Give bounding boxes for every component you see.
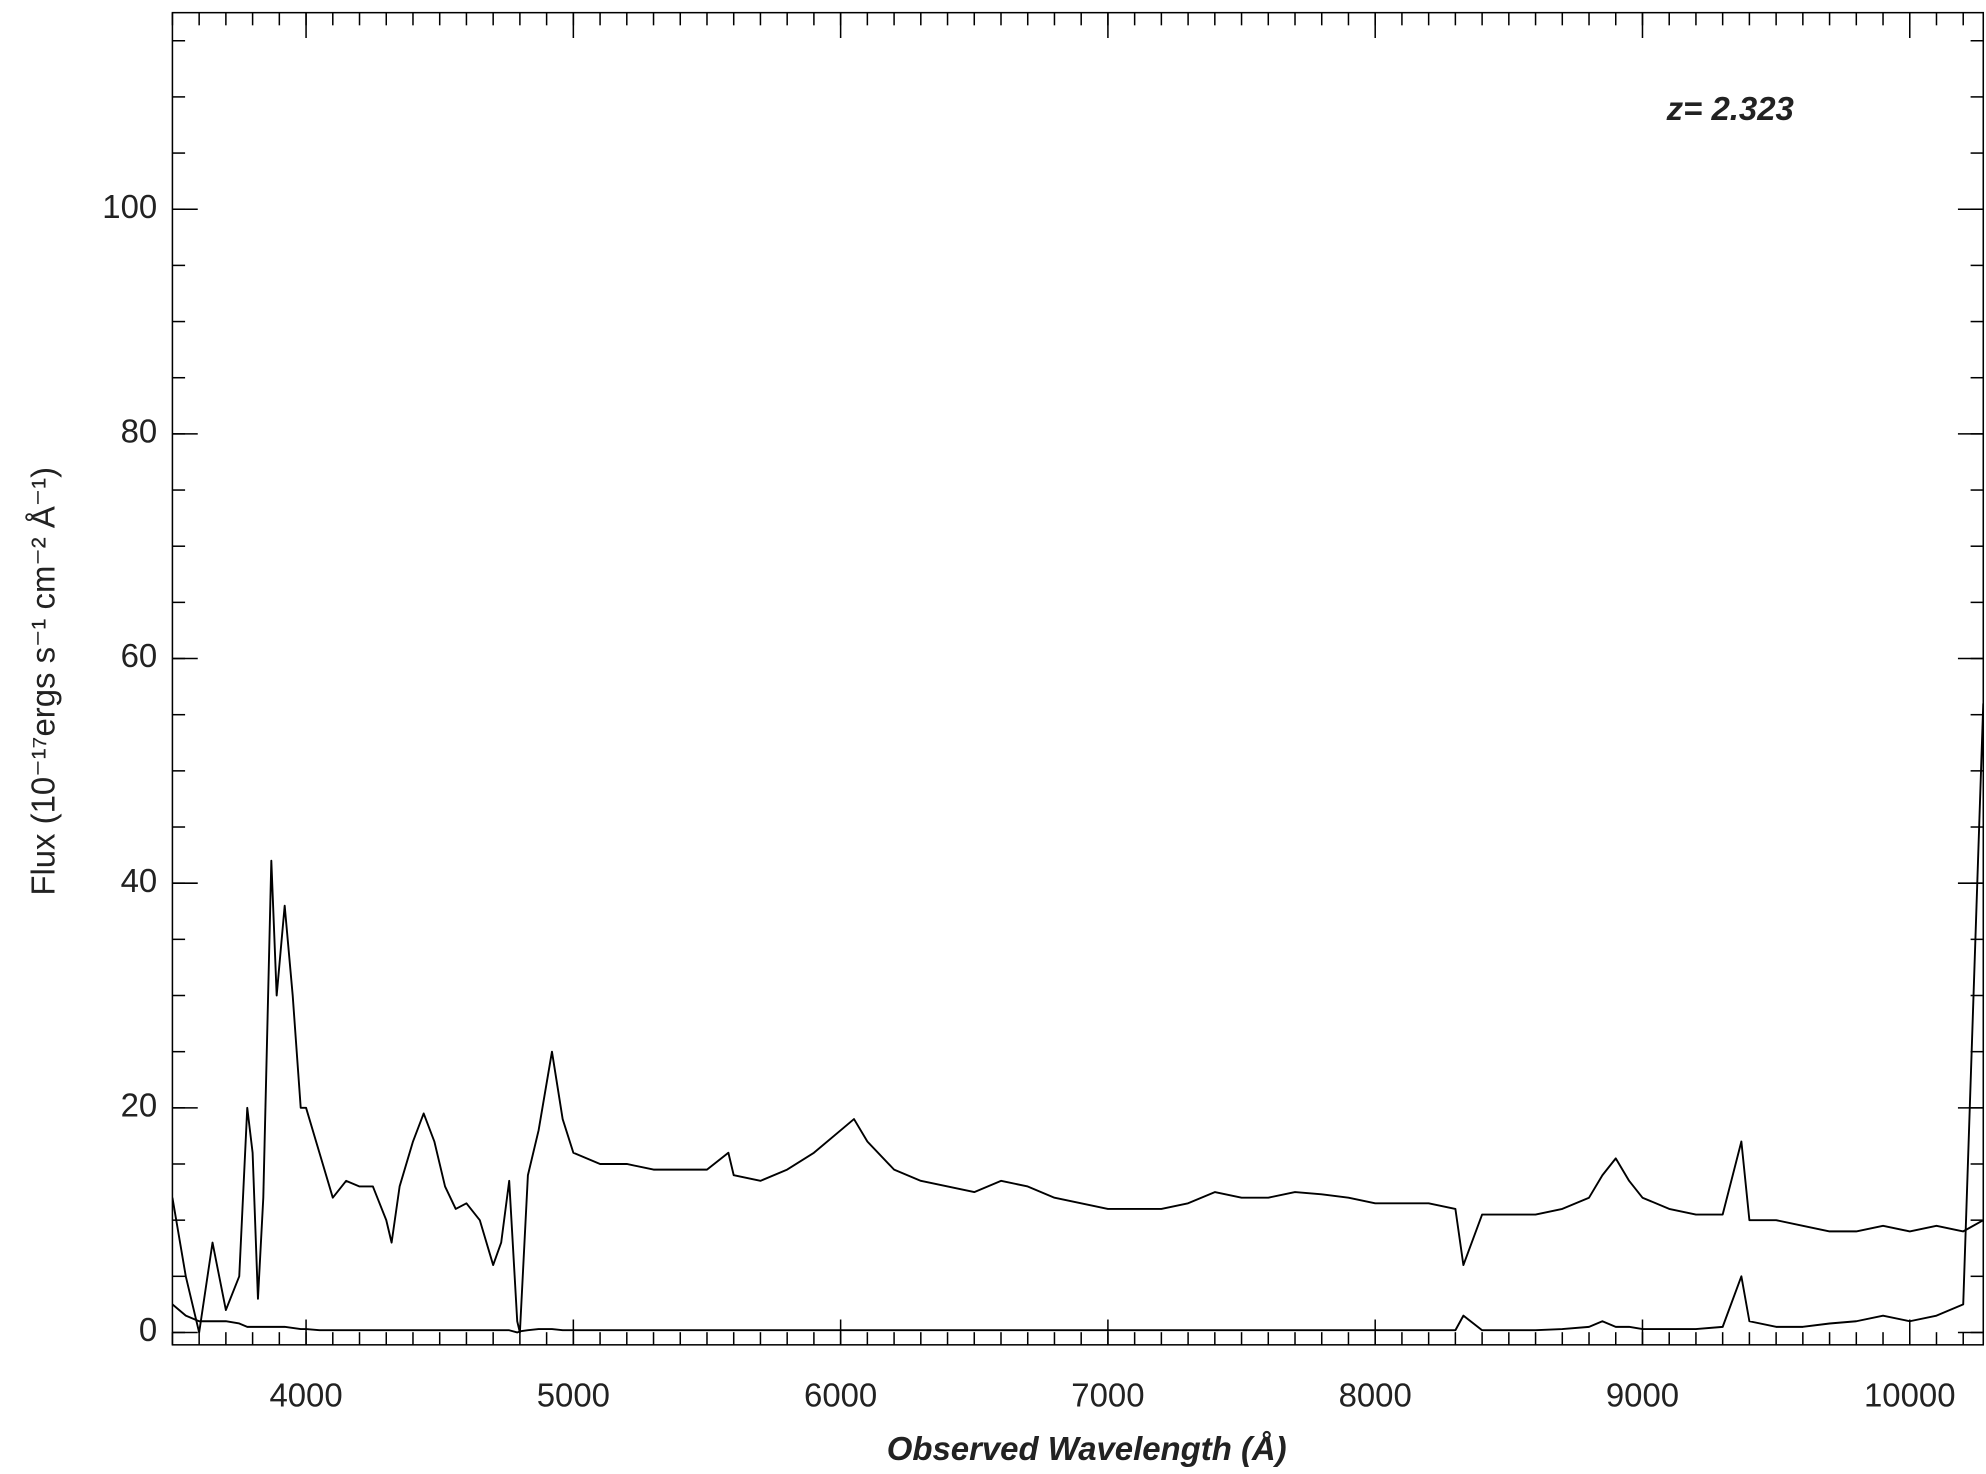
x-tick-label: 8000 xyxy=(1339,1377,1412,1414)
x-axis-label: Observed Wavelength (Å) xyxy=(887,1430,1287,1467)
y-axis-label: Flux (10⁻¹⁷ergs s⁻¹ cm⁻² Å⁻¹) xyxy=(24,467,61,896)
y-tick-label: 20 xyxy=(121,1087,158,1124)
y-tick-label: 100 xyxy=(102,188,157,225)
x-tick-label: 10000 xyxy=(1864,1377,1956,1414)
x-tick-label: 7000 xyxy=(1071,1377,1144,1414)
y-tick-label: 80 xyxy=(121,413,158,450)
x-tick-label: 5000 xyxy=(537,1377,610,1414)
x-tick-label: 6000 xyxy=(804,1377,877,1414)
x-tick-label: 4000 xyxy=(269,1377,342,1414)
x-tick-label: 9000 xyxy=(1606,1377,1679,1414)
plot-frame xyxy=(171,11,1985,1346)
spectrum-line xyxy=(172,703,1984,1334)
spectrum-line xyxy=(172,859,1984,1334)
y-tick-label: 40 xyxy=(121,862,158,899)
y-tick-label: 60 xyxy=(121,637,158,674)
y-tick-label: 0 xyxy=(139,1311,157,1348)
annotation: z= 2.323 xyxy=(1666,90,1794,127)
